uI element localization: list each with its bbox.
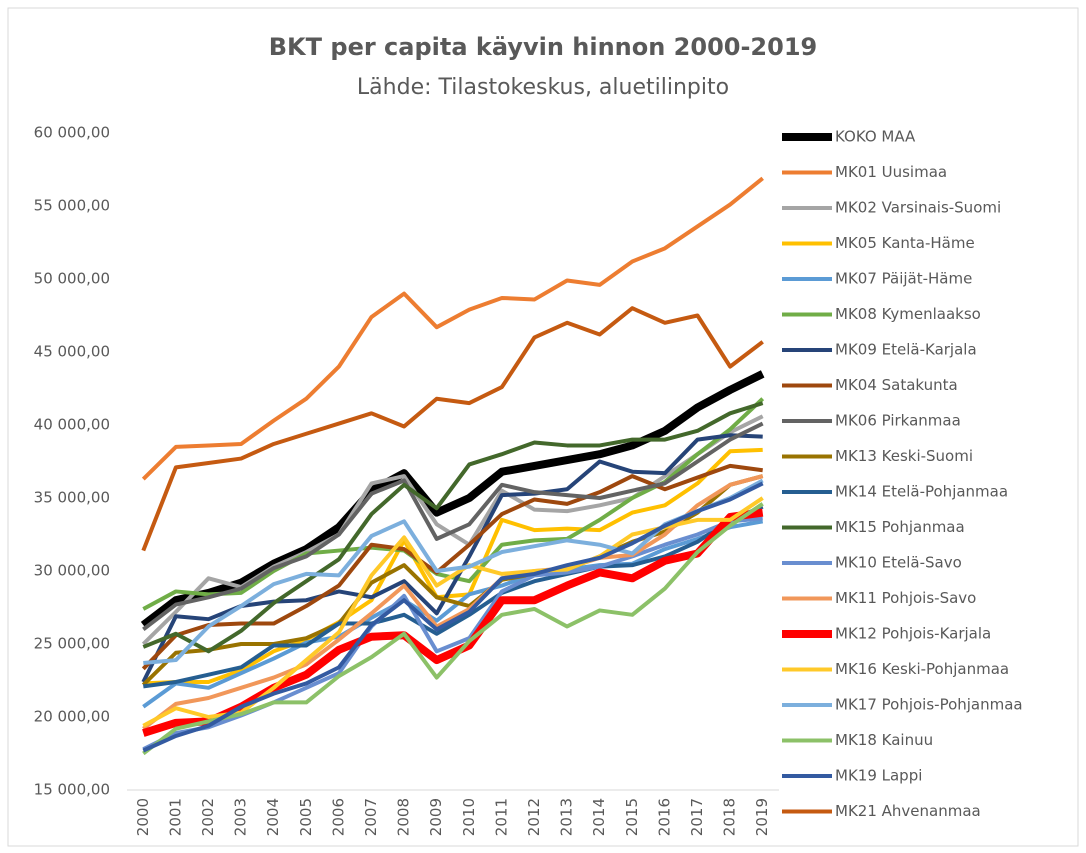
legend-label: MK17 Pohjois-Pohjanmaa xyxy=(835,696,1023,714)
x-tick-label: 2008 xyxy=(395,798,413,836)
series-line xyxy=(142,474,764,731)
y-tick-label: 50 000,00 xyxy=(34,270,110,288)
x-tick-label: 2004 xyxy=(264,798,282,836)
x-tick-label: 2003 xyxy=(232,798,250,836)
series-line xyxy=(140,370,765,629)
y-tick-label: 15 000,00 xyxy=(34,781,110,799)
series-line xyxy=(142,519,764,709)
legend-label: MK02 Varsinais-Suomi xyxy=(835,199,1001,217)
x-tick-label: 2009 xyxy=(427,798,445,836)
x-tick-label: 2018 xyxy=(721,798,739,836)
x-tick-label: 2011 xyxy=(492,798,510,836)
series-line xyxy=(141,433,763,683)
legend-label: MK09 Etelä-Karjala xyxy=(835,341,977,359)
x-tick-label: 2014 xyxy=(590,798,608,836)
y-tick-label: 45 000,00 xyxy=(34,343,110,361)
x-tick-label: 2012 xyxy=(525,798,543,836)
legend-label: MK21 Ahvenanmaa xyxy=(835,802,981,820)
y-tick-label: 40 000,00 xyxy=(34,416,110,434)
series-line xyxy=(141,463,763,671)
x-tick-label: 2010 xyxy=(460,798,478,836)
series-line xyxy=(142,502,764,756)
legend-label: MK04 Satakunta xyxy=(835,376,958,394)
legend-label: MK11 Pohjois-Savo xyxy=(835,589,976,607)
legend-label: MK19 Lappi xyxy=(835,767,922,785)
legend-label: MK06 Pirkanmaa xyxy=(835,412,961,430)
y-tick-label: 25 000,00 xyxy=(34,635,110,653)
x-tick-label: 2007 xyxy=(362,798,380,836)
x-tick-label: 2002 xyxy=(199,798,217,836)
legend-label: MK05 Kanta-Häme xyxy=(835,234,975,252)
legend-label: MK12 Pohjois-Karjala xyxy=(835,625,991,643)
series-line xyxy=(142,481,764,753)
legend-label: MK16 Keski-Pohjanmaa xyxy=(835,660,1009,678)
series-line xyxy=(143,504,764,689)
chart-title: BKT per capita käyvin hinnon 2000-2019 xyxy=(269,33,817,61)
x-tick-label: 2005 xyxy=(297,798,315,836)
y-tick-label: 20 000,00 xyxy=(34,708,110,726)
legend-label: MK10 Etelä-Savo xyxy=(835,554,962,572)
x-tick-label: 2019 xyxy=(753,798,771,836)
legend-label: MK13 Keski-Suomi xyxy=(835,447,973,465)
series-line xyxy=(141,306,764,552)
legend-label: KOKO MAA xyxy=(835,128,916,146)
x-tick-label: 2016 xyxy=(655,798,673,836)
legend-label: MK14 Etelä-Pohjanmaa xyxy=(835,483,1008,501)
legend-label: MK07 Päijät-Häme xyxy=(835,270,972,288)
x-tick-label: 2013 xyxy=(558,798,576,836)
legend-label: MK18 Kainuu xyxy=(835,731,933,749)
y-tick-label: 30 000,00 xyxy=(34,562,110,580)
x-tick-label: 2000 xyxy=(134,798,152,836)
x-tick-label: 2006 xyxy=(329,798,347,836)
series-line xyxy=(142,401,764,654)
y-tick-label: 60 000,00 xyxy=(34,124,110,142)
x-tick-label: 2017 xyxy=(688,798,706,836)
chart-subtitle: Lähde: Tilastokeskus, aluetilinpito xyxy=(357,75,729,100)
series-line xyxy=(142,421,764,631)
chart-border xyxy=(7,7,1079,847)
legend-label: MK01 Uusimaa xyxy=(835,163,947,181)
y-tick-label: 35 000,00 xyxy=(34,489,110,507)
legend-label: MK08 Kymenlaakso xyxy=(835,305,981,323)
x-tick-label: 2001 xyxy=(166,798,184,836)
series-line xyxy=(141,474,764,687)
series-line xyxy=(141,176,764,481)
series-line xyxy=(143,447,763,686)
x-tick-label: 2015 xyxy=(623,798,641,836)
y-tick-label: 55 000,00 xyxy=(34,197,110,215)
legend-label: MK15 Pohjanmaa xyxy=(835,518,965,536)
